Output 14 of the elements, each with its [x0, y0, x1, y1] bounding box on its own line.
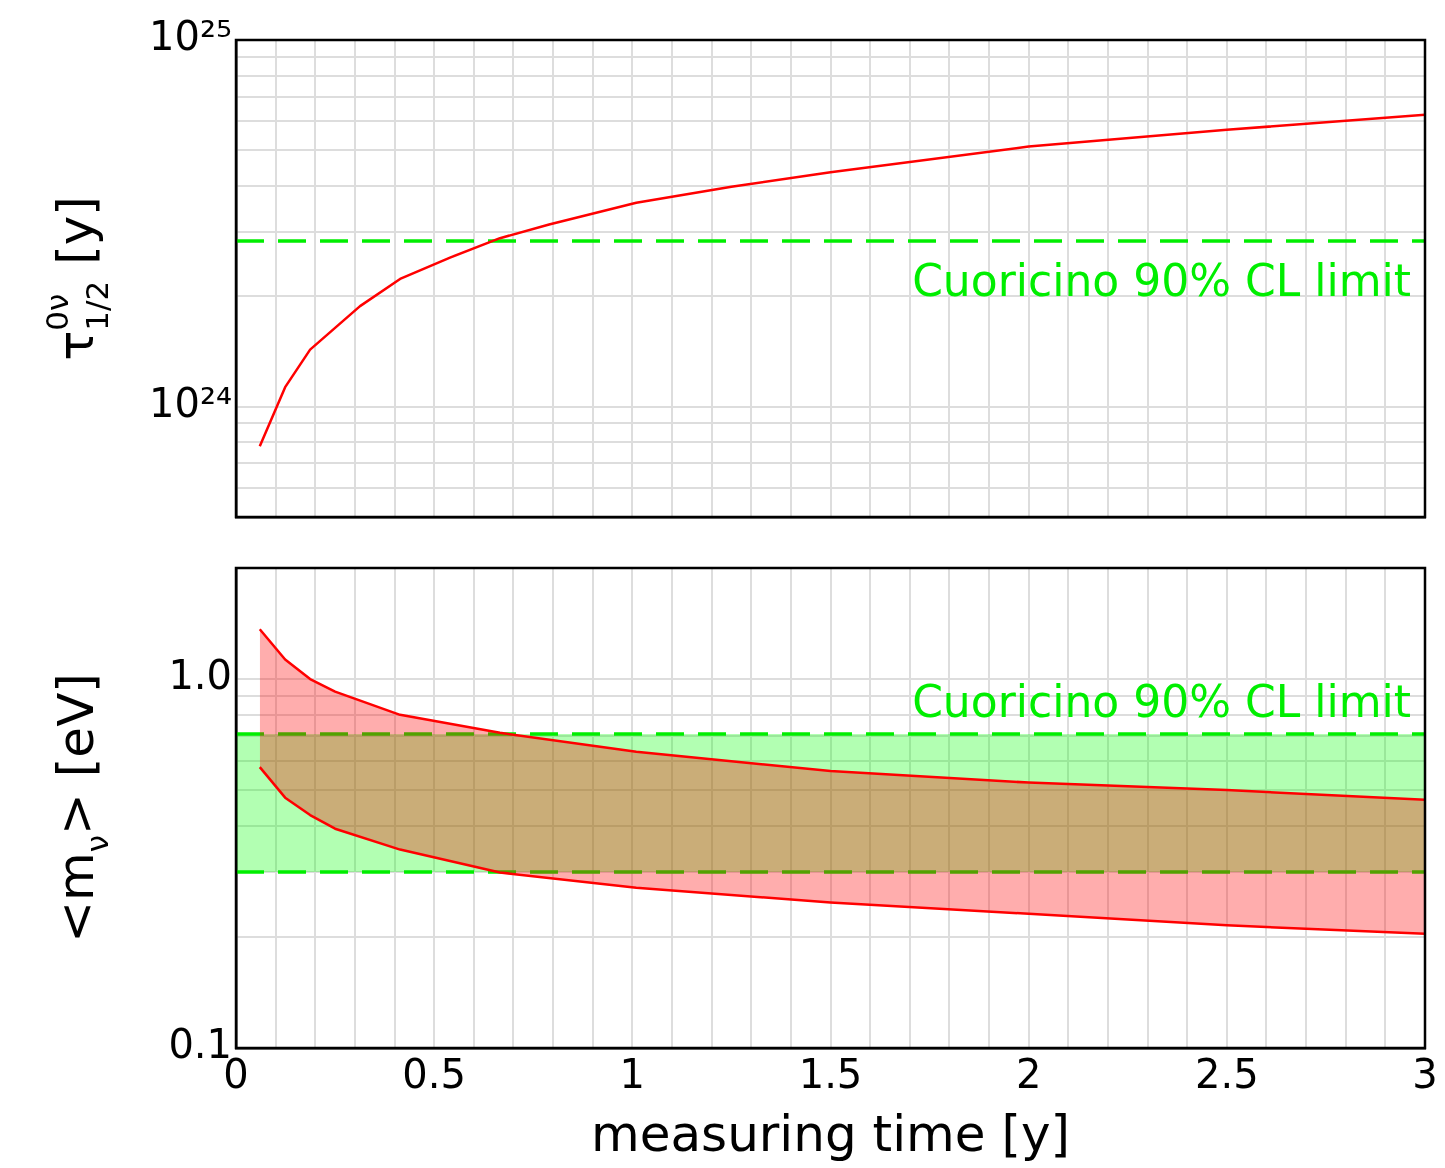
x-tick-label: 1: [619, 1051, 646, 1098]
x-tick-label: 1.5: [798, 1051, 863, 1098]
x-tick-label: 3: [1412, 1051, 1438, 1098]
x-tick-label: 0.5: [402, 1051, 466, 1098]
x-tick-label: 2.5: [1195, 1051, 1259, 1098]
y-axis-title: <mν> [eV]: [46, 673, 116, 943]
ref-line-label: Cuoricino 90% CL limit: [912, 676, 1411, 728]
y-tick-label: 1.0: [168, 652, 232, 699]
y-axis-title: τ0ν1/2 [y]: [39, 196, 116, 361]
y-tick-label: 10²⁴: [149, 380, 232, 427]
x-tick-label: 2: [1015, 1051, 1042, 1098]
y-tick-label: 10²⁵: [149, 13, 232, 60]
ref-line-label: Cuoricino 90% CL limit: [912, 255, 1411, 307]
x-axis-title: measuring time [y]: [590, 1104, 1071, 1163]
